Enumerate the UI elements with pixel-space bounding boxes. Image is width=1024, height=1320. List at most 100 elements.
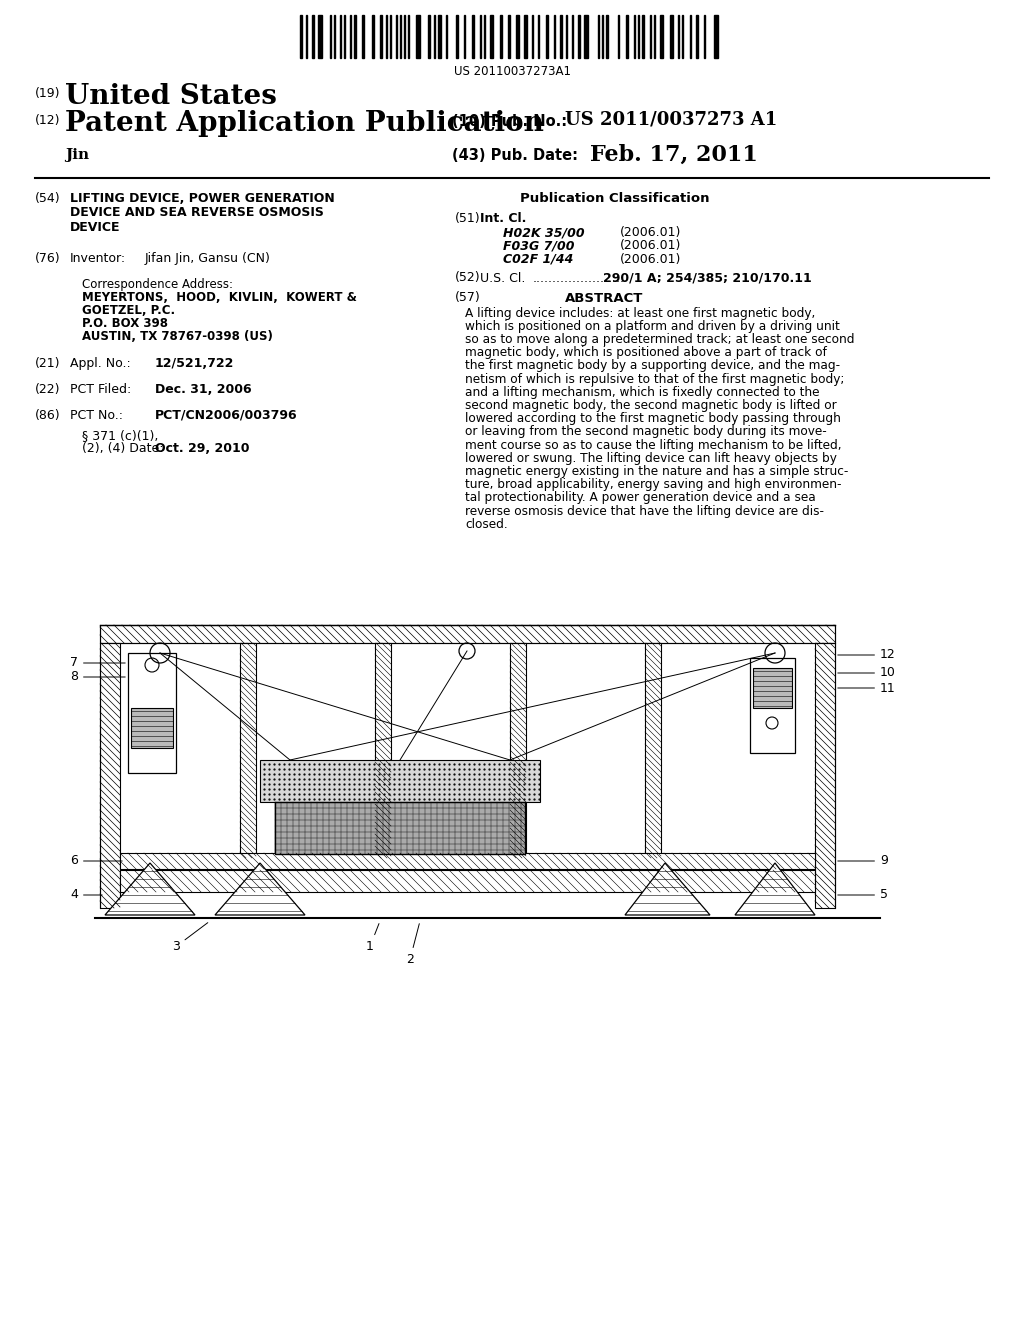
Text: so as to move along a predetermined track; at least one second: so as to move along a predetermined trac… xyxy=(465,333,854,346)
Text: AUSTIN, TX 78767-0398 (US): AUSTIN, TX 78767-0398 (US) xyxy=(82,330,272,343)
Text: GOETZEL, P.C.: GOETZEL, P.C. xyxy=(82,304,175,317)
Text: DEVICE AND SEA REVERSE OSMOSIS: DEVICE AND SEA REVERSE OSMOSIS xyxy=(70,206,324,219)
Text: (19): (19) xyxy=(35,87,60,100)
Text: (2), (4) Date:: (2), (4) Date: xyxy=(82,442,164,455)
Text: (22): (22) xyxy=(35,383,60,396)
Text: Publication Classification: Publication Classification xyxy=(520,191,710,205)
Bar xyxy=(753,668,792,708)
Bar xyxy=(438,15,441,58)
Text: 3: 3 xyxy=(172,923,208,953)
Polygon shape xyxy=(105,863,195,915)
Polygon shape xyxy=(215,863,305,915)
Bar xyxy=(696,15,698,58)
Text: or leaving from the second magnetic body during its move-: or leaving from the second magnetic body… xyxy=(465,425,826,438)
Text: F03G 7/00: F03G 7/00 xyxy=(503,239,574,252)
Text: netism of which is repulsive to that of the first magnetic body;: netism of which is repulsive to that of … xyxy=(465,372,845,385)
Text: P.O. BOX 398: P.O. BOX 398 xyxy=(82,317,168,330)
Polygon shape xyxy=(735,863,815,915)
Text: (43) Pub. Date:: (43) Pub. Date: xyxy=(452,148,578,162)
Text: Int. Cl.: Int. Cl. xyxy=(480,213,526,224)
Bar xyxy=(318,15,322,58)
Text: 8: 8 xyxy=(70,671,125,684)
Bar xyxy=(312,15,314,58)
Text: reverse osmosis device that have the lifting device are dis-: reverse osmosis device that have the lif… xyxy=(465,504,824,517)
Text: MEYERTONS,  HOOD,  KIVLIN,  KOWERT &: MEYERTONS, HOOD, KIVLIN, KOWERT & xyxy=(82,290,357,304)
Text: 1: 1 xyxy=(366,924,379,953)
Bar xyxy=(516,15,519,58)
Text: PCT No.:: PCT No.: xyxy=(70,409,123,422)
Bar xyxy=(815,643,835,908)
Bar xyxy=(456,15,458,58)
Bar xyxy=(524,15,527,58)
Bar xyxy=(260,760,540,803)
Text: Oct. 29, 2010: Oct. 29, 2010 xyxy=(155,442,250,455)
Text: DEVICE: DEVICE xyxy=(70,220,121,234)
Text: 12/521,722: 12/521,722 xyxy=(155,356,234,370)
Bar xyxy=(375,643,391,858)
Bar xyxy=(660,15,663,58)
Bar xyxy=(428,15,430,58)
Text: A lifting device includes: at least one first magnetic body,: A lifting device includes: at least one … xyxy=(465,306,815,319)
Bar xyxy=(100,643,120,908)
Text: Patent Application Publication: Patent Application Publication xyxy=(65,110,544,137)
Text: LIFTING DEVICE, POWER GENERATION: LIFTING DEVICE, POWER GENERATION xyxy=(70,191,335,205)
Text: PCT/CN2006/003796: PCT/CN2006/003796 xyxy=(155,409,298,422)
Text: ture, broad applicability, energy saving and high environmen-: ture, broad applicability, energy saving… xyxy=(465,478,842,491)
Text: (52): (52) xyxy=(455,272,480,285)
Text: (12): (12) xyxy=(35,114,60,127)
Bar xyxy=(490,15,493,58)
Bar xyxy=(500,15,502,58)
Bar xyxy=(372,15,374,58)
Bar xyxy=(240,643,256,858)
Bar xyxy=(750,657,795,752)
Bar xyxy=(100,624,835,643)
Bar xyxy=(380,15,382,58)
Bar xyxy=(606,15,608,58)
Text: (86): (86) xyxy=(35,409,60,422)
Bar xyxy=(508,15,510,58)
Text: US 2011/0037273 A1: US 2011/0037273 A1 xyxy=(565,110,777,128)
Polygon shape xyxy=(625,863,710,915)
Text: which is positioned on a platform and driven by a driving unit: which is positioned on a platform and dr… xyxy=(465,319,840,333)
Text: .......................: ....................... xyxy=(534,272,625,285)
Bar xyxy=(128,653,176,774)
Text: 4: 4 xyxy=(70,888,102,902)
Text: 290/1 A; 254/385; 210/170.11: 290/1 A; 254/385; 210/170.11 xyxy=(603,272,812,285)
Bar xyxy=(416,15,420,58)
Bar xyxy=(645,643,662,858)
Bar xyxy=(275,803,525,854)
Text: (57): (57) xyxy=(455,292,480,305)
Bar xyxy=(354,15,356,58)
Text: closed.: closed. xyxy=(465,517,508,531)
Text: (2006.01): (2006.01) xyxy=(620,253,681,267)
Text: (51): (51) xyxy=(455,213,480,224)
Text: (10) Pub. No.:: (10) Pub. No.: xyxy=(452,114,567,129)
Bar xyxy=(560,15,562,58)
Text: lowered according to the first magnetic body passing through: lowered according to the first magnetic … xyxy=(465,412,841,425)
Text: 5: 5 xyxy=(838,888,888,902)
Bar xyxy=(578,15,580,58)
Text: H02K 35/00: H02K 35/00 xyxy=(503,226,585,239)
Text: tal protectionability. A power generation device and a sea: tal protectionability. A power generatio… xyxy=(465,491,816,504)
Text: ABSTRACT: ABSTRACT xyxy=(565,292,643,305)
Text: United States: United States xyxy=(65,83,276,110)
Text: Inventor:: Inventor: xyxy=(70,252,126,265)
Text: and a lifting mechanism, which is fixedly connected to the: and a lifting mechanism, which is fixedl… xyxy=(465,385,819,399)
Text: Jin: Jin xyxy=(65,148,89,162)
Text: lowered or swung. The lifting device can lift heavy objects by: lowered or swung. The lifting device can… xyxy=(465,451,837,465)
Bar xyxy=(626,15,628,58)
Text: magnetic energy existing in the nature and has a simple struc-: magnetic energy existing in the nature a… xyxy=(465,465,848,478)
Bar xyxy=(300,15,302,58)
Text: (21): (21) xyxy=(35,356,60,370)
Bar xyxy=(714,15,718,58)
Text: Correspondence Address:: Correspondence Address: xyxy=(82,279,233,290)
Text: 11: 11 xyxy=(838,681,896,694)
Bar xyxy=(120,853,815,869)
Bar xyxy=(120,870,815,892)
Text: 10: 10 xyxy=(838,667,896,680)
Text: Jifan Jin, Gansu (CN): Jifan Jin, Gansu (CN) xyxy=(145,252,271,265)
Text: Appl. No.:: Appl. No.: xyxy=(70,356,131,370)
Text: 7: 7 xyxy=(70,656,125,669)
Text: C02F 1/44: C02F 1/44 xyxy=(503,253,573,267)
Text: (54): (54) xyxy=(35,191,60,205)
